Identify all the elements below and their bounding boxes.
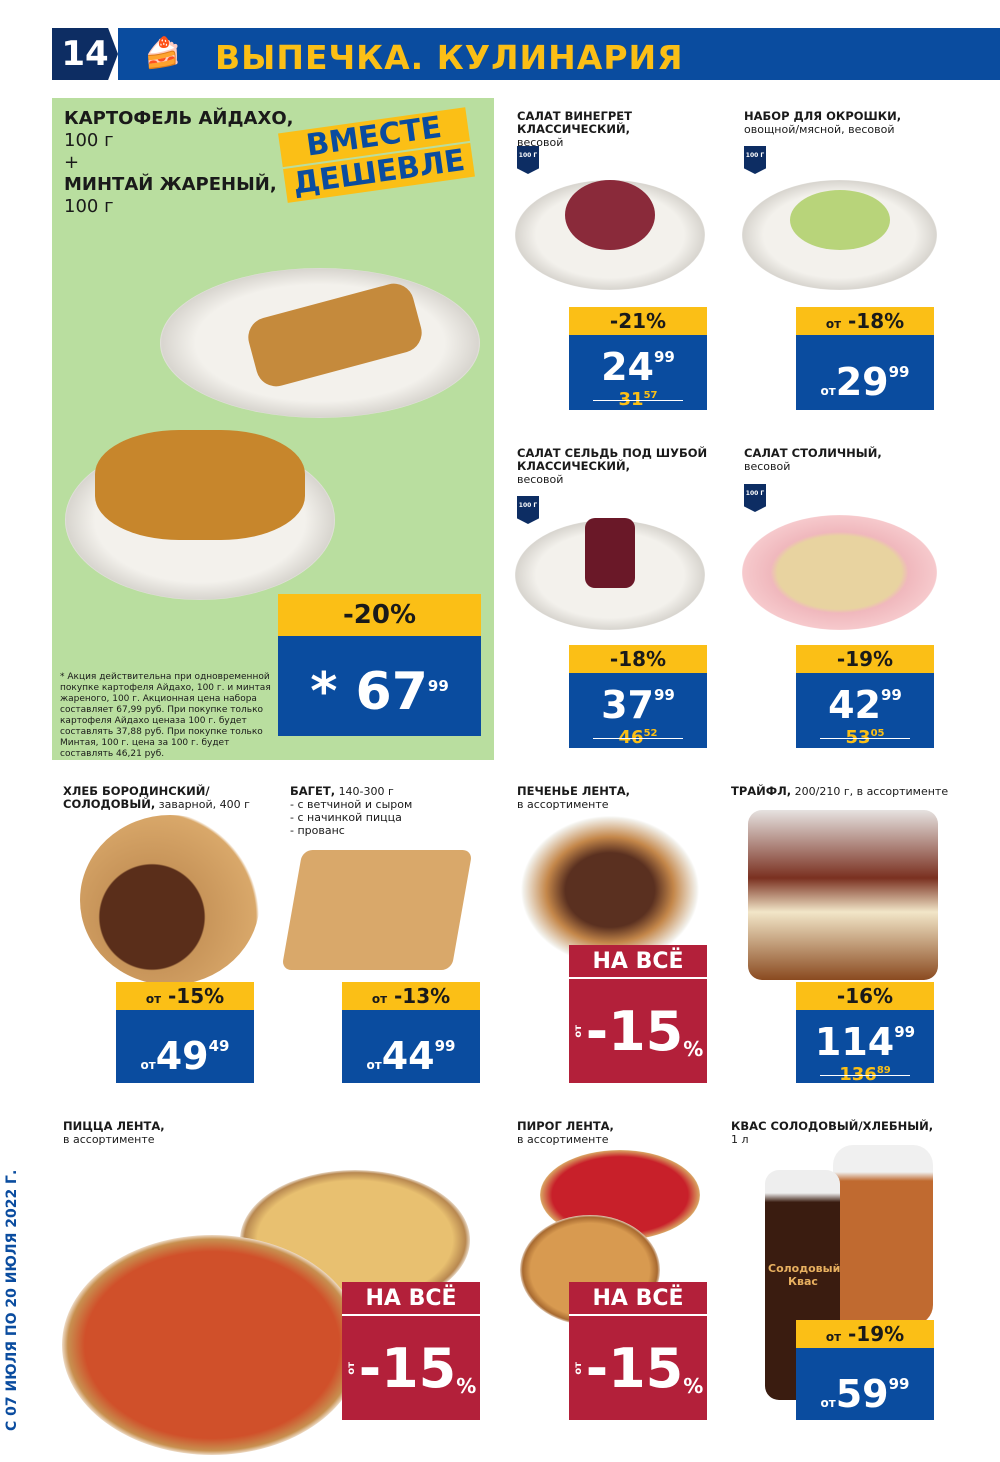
product-name: ХЛЕБ БОРОДИНСКИЙ/ СОЛОДОВЫЙ, заварной, 4… bbox=[63, 784, 250, 812]
product-name: ПИРОГ ЛЕНТА, в ассортименте bbox=[517, 1119, 614, 1147]
product-name: КВАС СОЛОДОВЫЙ/ХЛЕБНЫЙ, 1 л bbox=[731, 1119, 934, 1147]
product-name: ТРАЙФЛ, 200/210 г, в ассортименте bbox=[731, 784, 949, 799]
cake-icon: 🍰 bbox=[144, 36, 182, 71]
price-tag: от -19% от5999 bbox=[796, 1320, 934, 1420]
price-tag: -18% 3799 4652 bbox=[569, 645, 707, 748]
okroshka-set bbox=[790, 190, 890, 250]
product-name: САЛАТ СЕЛЬДЬ ПОД ШУБОЙ КЛАССИЧЕСКИЙ, весо… bbox=[517, 446, 708, 487]
price-tag: -16% 11499 13689 bbox=[796, 982, 934, 1085]
all-items-discount-tag: НА ВСЁ от -15% bbox=[569, 1282, 707, 1420]
borodinsky-bread-image bbox=[80, 815, 260, 985]
page-title: ВЫПЕЧКА. КУЛИНАРИЯ bbox=[215, 38, 684, 77]
trifle-image bbox=[748, 810, 938, 980]
price-tag: от -15% от4949 bbox=[116, 982, 254, 1083]
product-name: НАБОР ДЛЯ ОКРОШКИ, овощной/мясной, весово… bbox=[744, 109, 902, 137]
promo-footnote: * Акция действительна при одновременной … bbox=[60, 672, 271, 759]
price-tag: от -18% от2999 bbox=[796, 307, 934, 410]
vinegret-salad bbox=[565, 180, 655, 250]
header-bar bbox=[118, 28, 1000, 80]
kvas-label: Солодовый Квас bbox=[768, 1262, 841, 1288]
all-items-discount-tag: НА ВСЁ от -15% bbox=[569, 945, 707, 1083]
price-tag: от -13% от4499 bbox=[342, 982, 480, 1083]
price-tag: -19% 4299 5305 bbox=[796, 645, 934, 748]
baguette-image bbox=[281, 850, 473, 970]
all-items-discount-tag: НА ВСЁ от -15% bbox=[342, 1282, 480, 1420]
product-name: ПИЦЦА ЛЕНТА, в ассортименте bbox=[63, 1119, 165, 1147]
product-name: БАГЕТ, 140-300 г- с ветчиной и сыром - с … bbox=[290, 784, 413, 838]
product-name: ПЕЧЕНЬЕ ЛЕНТА, в ассортименте bbox=[517, 784, 631, 812]
kvas-bottle-large-image bbox=[833, 1145, 933, 1325]
product-name: САЛАТ СТОЛИЧНЫЙ, весовой bbox=[744, 446, 882, 474]
herring-salad bbox=[585, 518, 635, 588]
cookies-image bbox=[520, 815, 700, 965]
combo-title: КАРТОФЕЛЬ АЙДАХО, 100 г + МИНТАЙ ЖАРЕНЫЙ, 10… bbox=[64, 108, 294, 217]
weight-badge: 100 Г bbox=[744, 484, 766, 512]
weight-badge: 100 Г bbox=[744, 146, 766, 174]
weight-badge: 100 Г bbox=[517, 146, 539, 174]
combo-price-tag: -20% * 6799 bbox=[278, 594, 481, 736]
validity-dates: С 07 ИЮЛЯ ПО 20 ИЮЛЯ 2022 Г. bbox=[4, 1169, 20, 1431]
idaho-potato-image bbox=[95, 430, 305, 540]
stolichny-salad-image bbox=[742, 515, 937, 630]
product-name: САЛАТ ВИНЕГРЕТ КЛАССИЧЕСКИЙ, весовой bbox=[517, 109, 632, 150]
price-tag: -21% 2499 3157 bbox=[569, 307, 707, 410]
page-number: 14 bbox=[52, 28, 118, 80]
pepperoni-pizza-image bbox=[62, 1235, 362, 1455]
weight-badge: 100 Г bbox=[517, 496, 539, 524]
